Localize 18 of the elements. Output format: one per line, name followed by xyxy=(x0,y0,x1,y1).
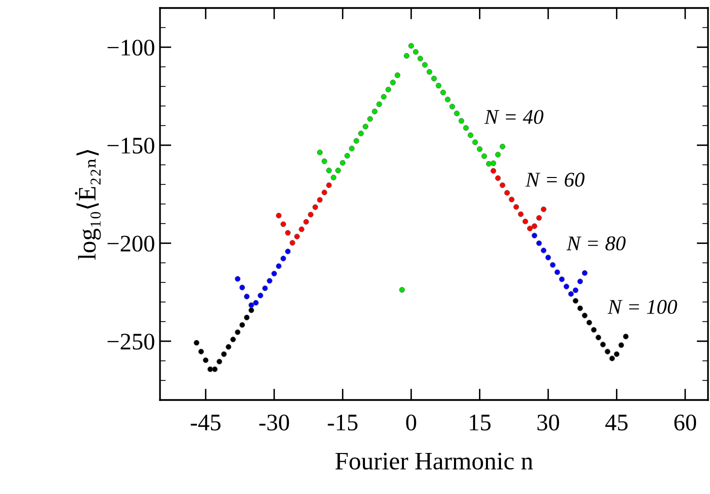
y-tick-label: −100 xyxy=(108,40,154,56)
y-tick-label: −250 xyxy=(108,334,154,350)
x-axis-title: Fourier Harmonic n xyxy=(335,452,533,470)
series-label: N = 60 xyxy=(525,172,584,187)
x-tick-label: 45 xyxy=(605,414,628,431)
x-tick-label: 30 xyxy=(537,414,560,431)
x-tick-label: 60 xyxy=(674,414,696,431)
y-tick-label: −150 xyxy=(108,138,154,154)
series-label: N = 40 xyxy=(484,110,544,124)
legend-label: N = 100 xyxy=(608,300,678,314)
x-tick-label: -30 xyxy=(259,414,290,431)
x-tick-label: 0 xyxy=(406,414,416,431)
y-axis-title: log₁₀⟨Ė₂₂ₙ⟩ xyxy=(74,150,101,260)
x-tick-label: -15 xyxy=(328,414,358,431)
x-tick-label: -45 xyxy=(190,414,220,431)
y-tick-label: −200 xyxy=(108,236,154,252)
x-tick-label: 15 xyxy=(470,414,491,431)
series-label: N = 80 xyxy=(566,236,626,250)
